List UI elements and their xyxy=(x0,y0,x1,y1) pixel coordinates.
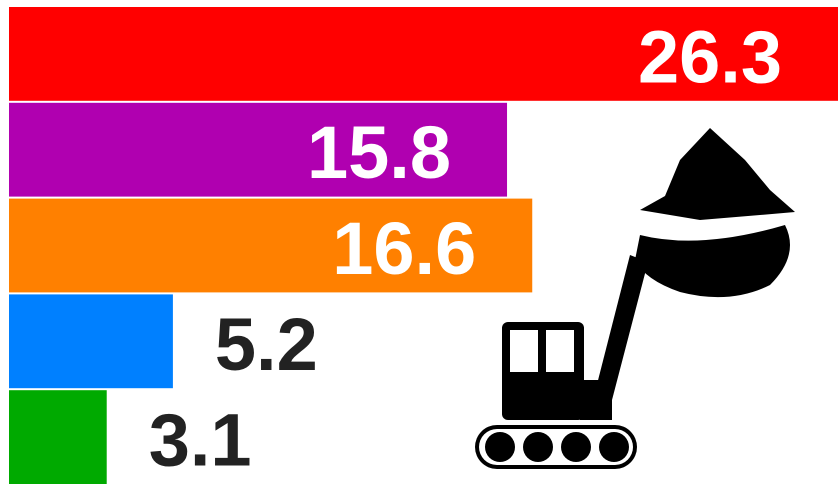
value-label: 5.2 xyxy=(215,303,318,386)
bar xyxy=(9,198,533,293)
value-label: 16.6 xyxy=(332,207,476,290)
bar xyxy=(9,390,107,484)
bar xyxy=(9,294,173,389)
value-label: 3.1 xyxy=(149,399,252,482)
value-label: 26.3 xyxy=(638,15,782,98)
excavator-icon xyxy=(475,128,795,469)
bar xyxy=(9,102,508,197)
value-label: 15.8 xyxy=(307,111,451,194)
bar xyxy=(9,7,838,101)
